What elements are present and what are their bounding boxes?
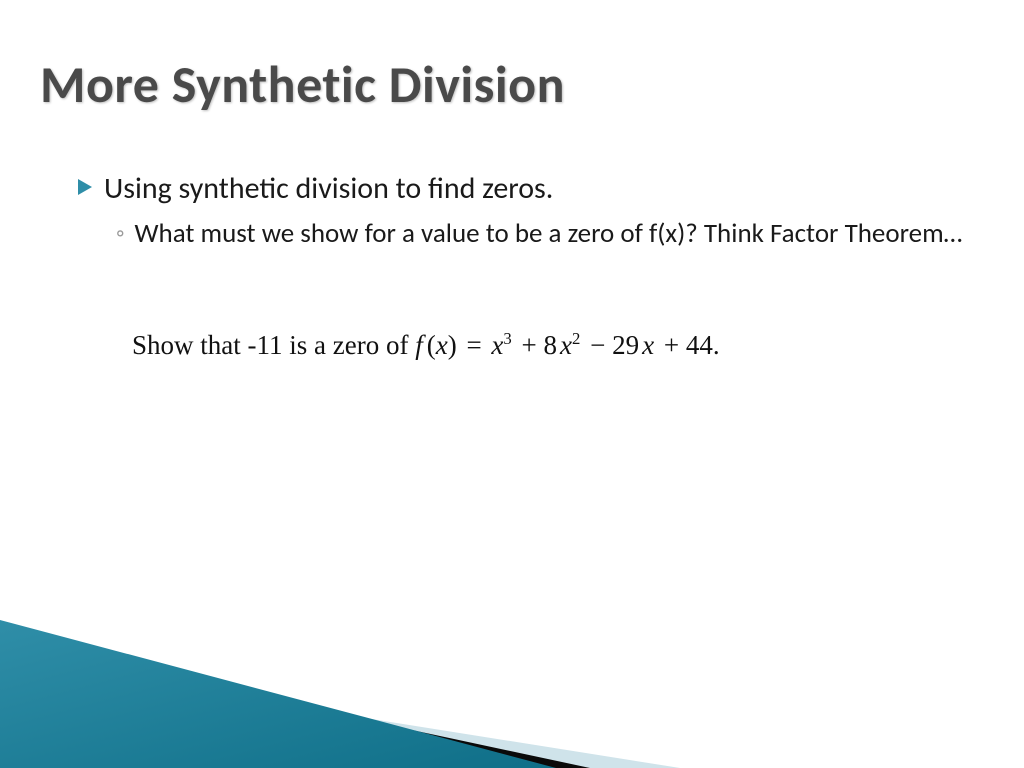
wedge-teal-poly [0,620,556,768]
decor-wedge-teal [0,0,1024,768]
slide: More Synthetic Division Using synthetic … [0,0,1024,768]
